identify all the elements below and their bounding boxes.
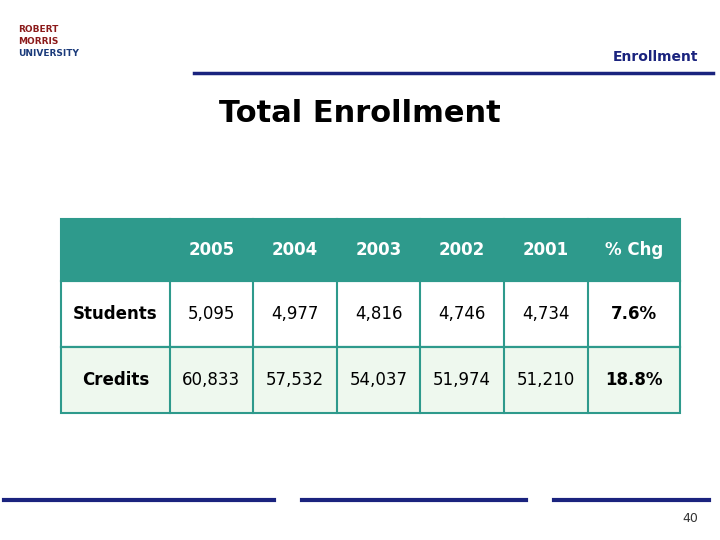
Text: Students: Students: [73, 305, 158, 323]
Text: Enrollment: Enrollment: [613, 50, 698, 64]
Text: Credits: Credits: [82, 371, 149, 389]
Text: 51,210: 51,210: [516, 371, 575, 389]
Text: 4,734: 4,734: [522, 305, 570, 323]
Text: 2002: 2002: [439, 241, 485, 259]
Text: 4,746: 4,746: [438, 305, 486, 323]
Text: 7.6%: 7.6%: [611, 305, 657, 323]
Text: 60,833: 60,833: [182, 371, 240, 389]
Text: 18.8%: 18.8%: [606, 371, 662, 389]
Text: MORRIS: MORRIS: [18, 37, 58, 46]
FancyBboxPatch shape: [61, 347, 680, 413]
Text: 51,974: 51,974: [433, 371, 491, 389]
Text: UNIVERSITY: UNIVERSITY: [18, 50, 79, 58]
Text: 4,816: 4,816: [355, 305, 402, 323]
Text: 4,977: 4,977: [271, 305, 319, 323]
Text: 2005: 2005: [189, 241, 235, 259]
Text: ROBERT: ROBERT: [18, 25, 58, 34]
Text: 2003: 2003: [356, 241, 402, 259]
Text: 54,037: 54,037: [349, 371, 408, 389]
Text: 5,095: 5,095: [188, 305, 235, 323]
Text: 40: 40: [683, 512, 698, 525]
Text: Total Enrollment: Total Enrollment: [219, 99, 501, 128]
Text: 2001: 2001: [523, 241, 569, 259]
FancyBboxPatch shape: [61, 281, 680, 347]
Text: % Chg: % Chg: [605, 241, 663, 259]
Text: 57,532: 57,532: [266, 371, 324, 389]
FancyBboxPatch shape: [61, 219, 680, 281]
Text: 2004: 2004: [272, 241, 318, 259]
